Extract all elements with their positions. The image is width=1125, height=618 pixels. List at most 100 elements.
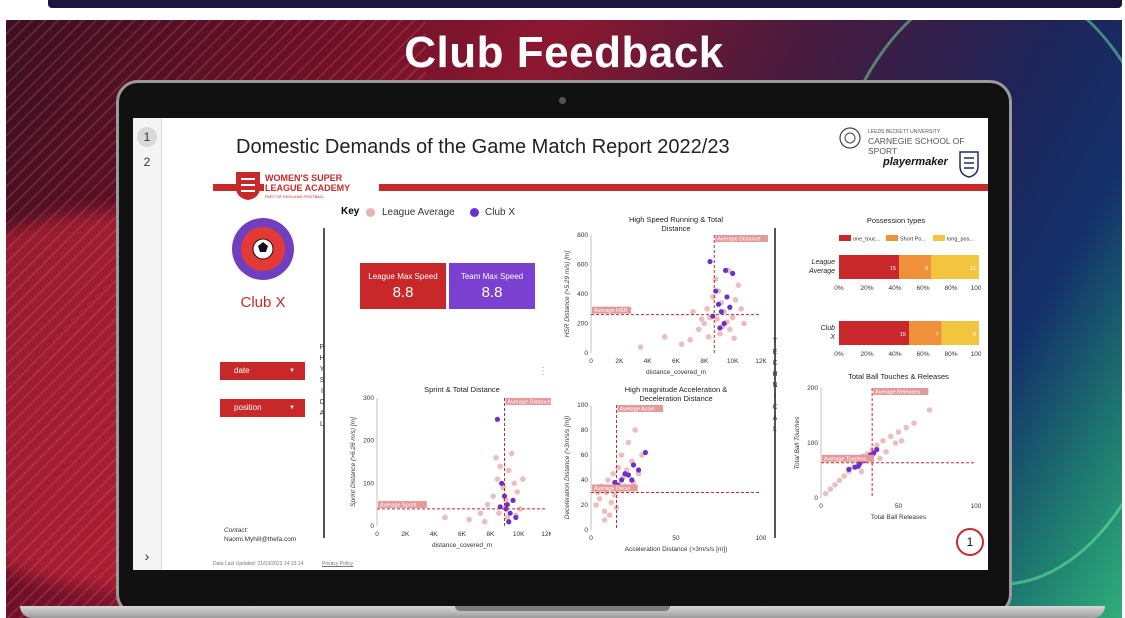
league-max-speed-card: League Max Speed 8.8 (360, 263, 446, 309)
ball-touches-chart: Total Ball Touches & Releases 0 100 200 0 50 1… (794, 372, 981, 521)
y-tick-label: 0 (584, 527, 588, 534)
club-point (717, 325, 723, 331)
screen: 1 2 › Domestic Demands of the Game Match… (133, 118, 988, 570)
club-name: Club X (240, 294, 286, 311)
report-title: Domestic Demands of the Game Match Repor… (236, 136, 730, 158)
vertical-letter: H (772, 371, 778, 378)
league-point (712, 276, 719, 283)
chart-title: Total Ball Touches & Releases (848, 372, 949, 381)
academy-subtitle: PART OF ENGLAND FOOTBALL (265, 194, 325, 199)
date-filter-dropdown[interactable]: date ▼ (220, 362, 305, 380)
club-point (707, 258, 713, 265)
club-key-label: Club X (485, 207, 516, 218)
league-point (903, 424, 910, 431)
segment-value-label: 8 (925, 266, 928, 272)
page-number-badge: 1 (956, 528, 984, 556)
university-label: CARNEGIE SCHOOL OF SPORT (868, 136, 965, 156)
club-point (722, 267, 729, 273)
academy-name: WOMEN'S SUPER LEAGUE ACADEMY (265, 173, 351, 193)
privacy-policy-link[interactable]: Privacy Policy (322, 561, 354, 567)
y-tick-label: 80 (581, 427, 589, 434)
x-axis-label: distance_covered_m (646, 369, 706, 376)
header-divider (213, 184, 988, 191)
y-tick-label: 200 (577, 321, 588, 328)
accel-decel-chart: High magnitude Acceleration &Deceleratio… (564, 385, 767, 553)
vertical-letter: Y (319, 366, 325, 373)
y-axis-label: Sprint Distance (>6.26 m/s) [m] (350, 417, 357, 507)
league-point (710, 294, 716, 300)
club-point (855, 463, 861, 469)
league-point (635, 470, 642, 477)
x-tick-label: 60% (916, 285, 929, 292)
segment-value-label: 15 (900, 332, 906, 338)
page-navigator: 1 2 › (133, 118, 162, 570)
page-tab-1[interactable]: 1 (137, 127, 157, 147)
club-point (846, 466, 852, 472)
league-point (836, 477, 843, 484)
ref-label-x: Average Releases (875, 390, 920, 396)
ref-label-y: Average Decel (594, 486, 630, 492)
chart-title: Distance (661, 224, 690, 233)
stacked-bar-segment (899, 255, 931, 279)
x-tick-label: 20% (860, 285, 873, 292)
league-point (508, 450, 515, 457)
league-point (687, 336, 693, 343)
y-axis-label: Deceleration Distance (>3m/s/s [m]) (564, 416, 571, 520)
league-point (732, 297, 739, 303)
segment-value-label: 12 (970, 266, 976, 272)
league-point (738, 305, 744, 312)
x-tick-label: 40% (888, 285, 901, 292)
league-point (678, 341, 685, 347)
league-point (898, 438, 905, 444)
laptop-base (20, 606, 1105, 618)
league-point (610, 470, 616, 477)
vertical-letter: C (319, 399, 325, 406)
next-page-icon[interactable]: › (144, 548, 150, 564)
page-tab-2[interactable]: 2 (143, 155, 151, 169)
league-point (625, 439, 632, 446)
x-tick-label: 12K (755, 358, 767, 365)
y-tick-label: 100 (363, 480, 374, 487)
stacked-bar-segment (909, 321, 942, 345)
y-tick-label: 0 (584, 350, 588, 357)
physical-divider (323, 228, 325, 538)
category-label: Average (808, 268, 835, 275)
league-point (601, 517, 608, 523)
more-options-icon[interactable]: ⋮ (538, 366, 548, 377)
league-point (911, 420, 917, 426)
league-point (442, 514, 448, 521)
contact-email[interactable]: Naomi.Myhill@thefa.com (224, 536, 297, 543)
x-tick-label: 20% (860, 351, 873, 358)
webcam-icon (559, 97, 566, 104)
league-point (605, 477, 611, 483)
league-point (632, 427, 638, 433)
x-tick-label: 0 (589, 535, 593, 542)
segment-value-label: 15 (890, 266, 896, 272)
chart-title: Sprint & Total Distance (424, 385, 500, 394)
y-tick-label: 600 (577, 262, 588, 269)
league-point (858, 468, 865, 475)
vertical-letter: P (319, 344, 325, 351)
league-point (698, 316, 705, 322)
club-point (504, 502, 510, 508)
ref-label-x-bg (873, 388, 929, 395)
ref-label-y: Average HSR (594, 308, 628, 314)
y-tick-label: 60 (581, 452, 589, 459)
club-point (513, 514, 519, 521)
technical-divider (774, 228, 776, 538)
ref-label-x: Average Distance (717, 237, 760, 243)
position-filter-dropdown[interactable]: position ▼ (220, 399, 305, 417)
academy-crest-icon (236, 172, 260, 200)
university-crest-icon (839, 127, 861, 149)
contact-label: Contact: (224, 527, 249, 534)
league-point (608, 499, 615, 506)
club-point (494, 416, 501, 422)
y-tick-label: 0 (814, 495, 818, 502)
x-tick-label: 80% (944, 351, 957, 358)
y-axis-label: Total Ball Touches (794, 416, 801, 469)
segment-value-label: 7 (936, 332, 939, 338)
x-tick-label: 4K (430, 531, 439, 538)
league-point (481, 518, 488, 525)
category-label: X (829, 334, 835, 341)
